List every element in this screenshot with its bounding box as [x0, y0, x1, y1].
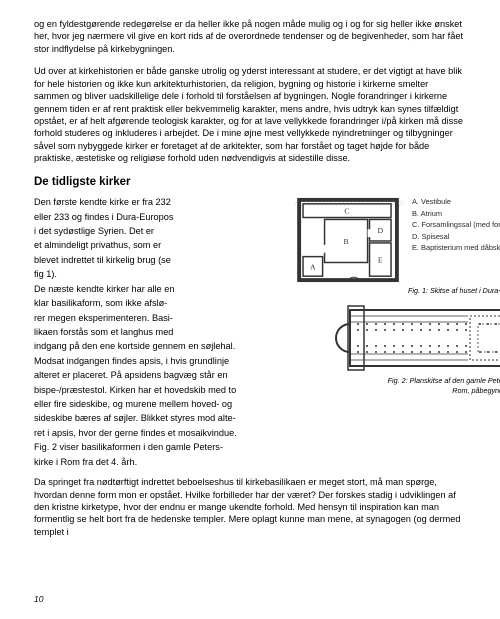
legend-e: E. Baptisterium med dåbskar [412, 242, 500, 253]
body-line: Fig. 2 viser basilikaformen i den gamle … [34, 441, 284, 453]
body-line: Den første kendte kirke er fra 232 [34, 196, 284, 208]
two-column-block: Den første kendte kirke er fra 232 eller … [34, 196, 466, 470]
body-line: i det sydøstlige Syrien. Det er [34, 225, 284, 237]
body-line: alteret er placeret. På apsidens bagvæg … [34, 369, 284, 381]
body-line: sideskibe bæres af søjler. Blikket styre… [34, 412, 284, 424]
figure-2-plan [312, 302, 500, 374]
body-text-column: Den første kendte kirke er fra 232 eller … [34, 196, 284, 470]
section-heading: De tidligste kirker [34, 175, 466, 191]
svg-text:C: C [344, 207, 349, 216]
body-line: likaen forstås som et langhus med [34, 326, 284, 338]
body-line: bispe-/præstestol. Kirken har et hovedsk… [34, 384, 284, 396]
paragraph-1: og en fyldestgørende redegørelse er da h… [34, 18, 466, 55]
body-line: eller 233 og findes i Dura-Europos [34, 211, 284, 223]
figure-1-caption: Fig. 1: Skitse af huset i Dura-Europos [294, 286, 500, 296]
body-line: blevet indrettet til kirkelig brug (se [34, 254, 284, 266]
body-line: De næste kendte kirker har alle en [34, 283, 284, 295]
svg-text:D: D [377, 226, 383, 235]
body-line: eller fire sideskibe, og murene mellem h… [34, 398, 284, 410]
svg-text:A: A [310, 262, 316, 271]
body-line: klar basilikaform, som ikke afslø- [34, 297, 284, 309]
body-line: indgang på den ene kortside gennem en sø… [34, 340, 284, 352]
legend-d: D. Spisesal [412, 231, 500, 242]
legend-a: A. Vestibule [412, 196, 500, 207]
figures-column: A B C D E A. Vestibule B. Atrium C. Forsamli… [294, 196, 500, 470]
body-line: fig 1). [34, 268, 284, 280]
page-number: 10 [34, 594, 43, 605]
paragraph-2: Ud over at kirkehistorien er både ganske… [34, 65, 466, 164]
legend-b: B. Atrium [412, 208, 500, 219]
body-line: kirke i Rom fra det 4. årh. [34, 456, 284, 468]
paragraph-3: Da springet fra nødtørftigt indrettet be… [34, 476, 466, 538]
legend-c: C. Forsamlingssal (med forhøjning) [412, 219, 500, 230]
figure-1-sketch: A B C D E [294, 196, 404, 284]
body-line: Modsat indgangen findes apsis, i hvis gr… [34, 355, 284, 367]
body-line: ret i apsis, hvor der gerne findes et mo… [34, 427, 284, 439]
svg-text:E: E [378, 256, 383, 265]
svg-text:B: B [343, 237, 348, 246]
figure-1-legend: A. Vestibule B. Atrium C. Forsamlingssal… [412, 196, 500, 253]
body-line: et almindeligt privathus, som er [34, 239, 284, 251]
figure-2-caption: Fig. 2: Planskitse af den gamle Peterski… [294, 376, 500, 395]
body-line: rer megen eksperimenteren. Basi- [34, 312, 284, 324]
